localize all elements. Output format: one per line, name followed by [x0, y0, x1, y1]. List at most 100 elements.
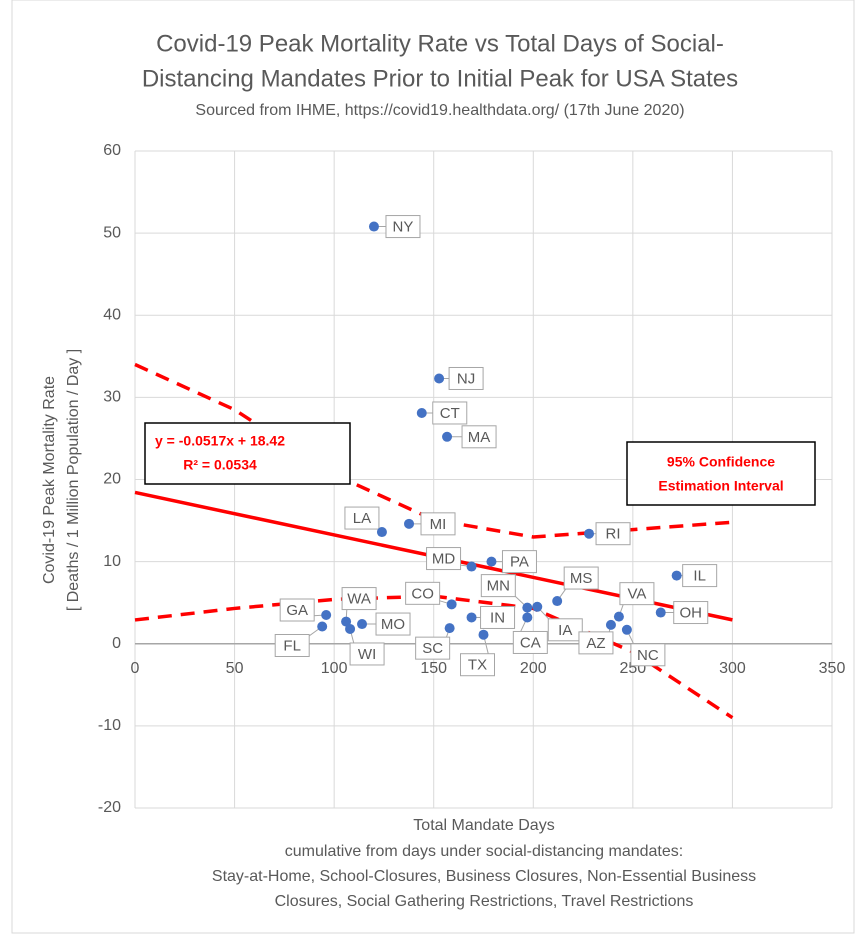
label-box [480, 574, 516, 598]
point [376, 527, 387, 538]
y-tick-label: -10 [98, 717, 121, 734]
label-box [673, 601, 709, 625]
label-box [405, 581, 441, 605]
y-tick-label: 10 [103, 553, 121, 570]
y-tick-label: 40 [103, 306, 121, 323]
point [613, 611, 624, 622]
label-box [480, 605, 516, 629]
point [605, 619, 616, 630]
point-label: LA [353, 510, 371, 527]
y-tick-label: 0 [112, 635, 121, 652]
label-box [344, 506, 380, 530]
point [522, 612, 533, 623]
point [466, 561, 477, 572]
point [584, 528, 595, 539]
y-tick-label: -20 [98, 799, 121, 816]
label-box [461, 425, 497, 449]
point-label: FL [283, 637, 301, 654]
point-label: MN [487, 578, 510, 595]
point-label: NJ [457, 370, 475, 387]
point [321, 610, 332, 621]
point [446, 599, 457, 610]
label-box [682, 564, 718, 588]
point [404, 518, 415, 529]
point [671, 570, 682, 581]
label-box [501, 550, 537, 574]
label-box [375, 612, 411, 636]
point-label: WI [358, 646, 376, 663]
label-box [385, 215, 421, 239]
y-tick-label: 30 [103, 389, 121, 406]
point [341, 616, 352, 627]
point [442, 431, 453, 442]
y-tick-label: 50 [103, 224, 121, 241]
point-label: IL [693, 568, 706, 585]
x-tick-label: 350 [819, 660, 846, 677]
point [357, 619, 368, 630]
point-label: MO [381, 616, 405, 633]
label-box [415, 636, 451, 660]
label-box [274, 634, 310, 658]
point-label: GA [286, 602, 308, 619]
equation-box [144, 422, 351, 485]
point-label: CT [440, 405, 460, 422]
chart-subtitle: Sourced from IHME, https://covid19.healt… [195, 102, 684, 119]
point [444, 623, 455, 634]
y-axis-title: [ Deaths / 1 Million Population / Day ] [65, 349, 82, 611]
label-box [420, 512, 456, 536]
point [317, 621, 328, 632]
r2-label: R² = 0.0534 [183, 457, 257, 473]
point-label: IN [490, 609, 505, 626]
point-label: OH [679, 605, 702, 622]
point-label: VA [627, 586, 646, 603]
chart-title: Covid-19 Peak Mortality Rate vs Total Da… [156, 30, 724, 57]
label-box [512, 630, 548, 654]
label-box [619, 582, 655, 606]
point-label: AZ [586, 635, 605, 652]
label-box [279, 598, 315, 622]
label-box [460, 653, 495, 677]
point-label: NC [637, 647, 659, 664]
ci-label: 95% Confidence [667, 454, 775, 470]
point [532, 601, 543, 612]
label-box [349, 642, 385, 666]
point-label: WA [347, 591, 371, 608]
point [522, 602, 533, 613]
point-label: IA [558, 622, 572, 639]
y-tick-label: 20 [103, 471, 121, 488]
label-box [595, 522, 631, 546]
point-label: TX [468, 657, 487, 674]
x-tick-label: 300 [719, 660, 746, 677]
point [621, 624, 632, 635]
point [368, 221, 379, 232]
point-label: MD [432, 551, 455, 568]
x-axis-note: Stay-at-Home, School-Closures, Business … [212, 868, 756, 885]
point-label: RI [606, 526, 621, 543]
label-box [448, 366, 484, 390]
point-label: SC [422, 640, 443, 657]
point [345, 623, 356, 634]
x-tick-label: 150 [420, 660, 447, 677]
x-tick-label: 100 [321, 660, 348, 677]
x-axis-note: Closures, Social Gathering Restrictions,… [275, 893, 694, 910]
x-tick-label: 200 [520, 660, 547, 677]
label-box [563, 566, 599, 590]
label-box [547, 618, 583, 642]
x-tick-label: 50 [226, 660, 244, 677]
label-box [341, 587, 377, 611]
point-label: MS [570, 570, 593, 587]
point [466, 612, 477, 623]
point-label: NY [393, 219, 414, 236]
equation-label: y = -0.0517x + 18.42 [155, 433, 285, 449]
point [486, 556, 497, 567]
label-box [432, 401, 468, 425]
ci-label: Estimation Interval [658, 478, 783, 494]
chart-title: Distancing Mandates Prior to Initial Pea… [142, 65, 738, 92]
point-label: MA [468, 429, 491, 446]
label-box [426, 547, 462, 571]
point-label: CO [411, 585, 434, 602]
x-axis-note: cumulative from days under social-distan… [285, 843, 683, 860]
point [478, 629, 489, 640]
